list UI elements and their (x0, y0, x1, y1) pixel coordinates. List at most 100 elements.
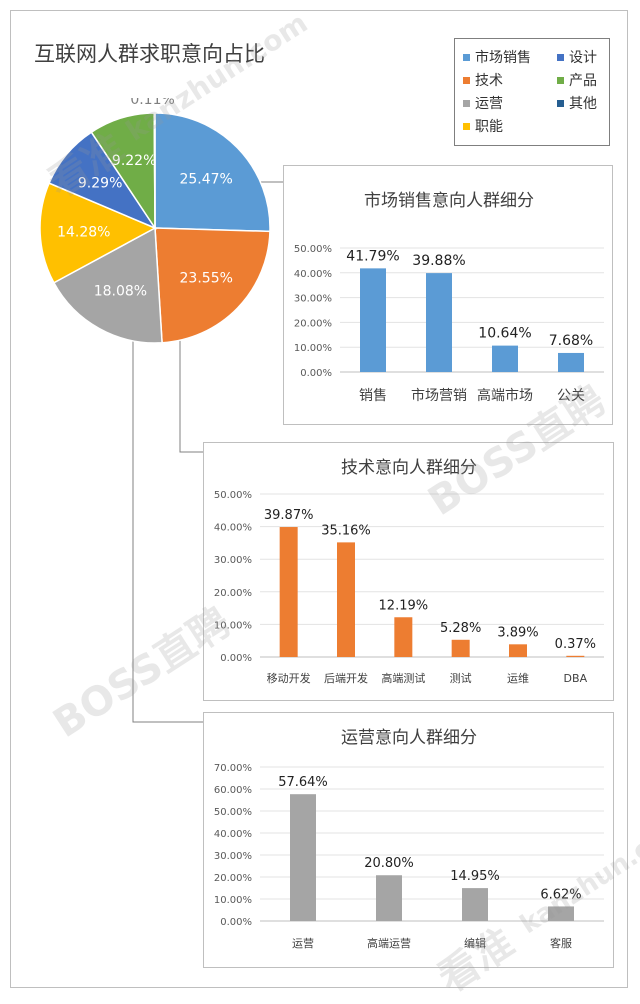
pie-slice-7 (153, 112, 156, 229)
legend-swatch-2 (463, 76, 470, 84)
legend-swatch-3 (463, 99, 470, 107)
category-label-3: 编辑 (464, 936, 486, 950)
bar-4 (451, 639, 470, 657)
legend-item-4: 职能 (463, 116, 503, 136)
y-tick-label-4: 40.00% (294, 269, 332, 280)
pie-slice-1 (154, 112, 271, 233)
category-label-1: 销售 (359, 388, 387, 404)
y-tick-label-1: 10.00% (214, 895, 252, 906)
y-tick-label-5: 50.00% (214, 490, 252, 501)
market-sales-panel: 市场销售意向人群细分 0.00% 10.00% 20.00% 30.00% 40.00% 5… (283, 165, 613, 425)
pie-label-4: 14.28% (57, 224, 110, 240)
pie-slice-3 (52, 226, 163, 344)
ops-panel: 运营意向人群细分 0.00% 10.00% 20.00% 30.00% 40.00% 50.… (203, 712, 614, 968)
bar-6 (566, 655, 585, 657)
data-label-1: 57.64% (278, 775, 328, 790)
legend-label-3: 运营 (475, 96, 503, 112)
y-tick-label-1: 10.00% (214, 620, 252, 631)
y-tick-label-2: 20.00% (294, 318, 332, 329)
y-tick-label-4: 40.00% (214, 829, 252, 840)
infographic-frame (10, 10, 628, 988)
chart-title: 市场销售意向人群细分 (364, 191, 534, 211)
category-label-2: 市场营销 (411, 387, 467, 404)
bar-3 (394, 617, 413, 657)
category-label-1: 移动开发 (267, 671, 311, 685)
category-label-4: 测试 (450, 672, 472, 685)
y-tick-label-0: 0.00% (220, 917, 252, 928)
legend-swatch-6 (557, 76, 564, 84)
data-label-2: 20.80% (364, 856, 414, 871)
y-tick-label-0: 0.00% (300, 368, 332, 379)
tech-panel: 技术意向人群细分 0.00% 10.00% 20.00% 30.00% 40.00% 50.… (203, 442, 614, 701)
connector-ops (132, 340, 203, 723)
data-label-1: 41.79% (346, 248, 399, 264)
pie-label-2: 23.55% (180, 271, 233, 287)
legend-item-1: 市场销售 (463, 47, 531, 67)
legend-item-2: 技术 (463, 70, 503, 90)
bar-3 (462, 888, 488, 921)
category-label-3: 高端测试 (381, 671, 425, 685)
data-label-2: 35.16% (321, 523, 371, 538)
category-label-4: 客服 (550, 936, 572, 950)
data-label-4: 5.28% (440, 621, 481, 636)
y-tick-label-5: 50.00% (294, 244, 332, 255)
legend-item-7: 其他 (557, 93, 597, 113)
legend-item-5: 设计 (557, 47, 597, 67)
bar-1 (360, 268, 386, 372)
pie-label-1: 25.47% (179, 171, 232, 187)
bar-3 (492, 345, 518, 372)
data-label-6: 0.37% (555, 637, 596, 652)
pie-label-3: 18.08% (94, 283, 147, 299)
legend-item-3: 运营 (463, 93, 503, 113)
legend-swatch-5 (557, 53, 564, 61)
y-tick-label-5: 50.00% (214, 807, 252, 818)
y-tick-label-2: 20.00% (214, 873, 252, 884)
pie-chart: 25.47% 23.55% 18.08% 14.28% 9.29% 9.22% 0.11% (39, 98, 271, 344)
data-label-3: 10.64% (478, 326, 531, 342)
legend-label-4: 职能 (475, 119, 503, 135)
connector-tech (179, 330, 203, 453)
bar-1 (279, 527, 298, 657)
data-label-3: 12.19% (379, 598, 429, 613)
ops-bar-chart: 运营意向人群细分 0.00% 10.00% 20.00% 30.00% 40.00% 50.… (214, 728, 604, 950)
y-tick-label-0: 0.00% (220, 653, 252, 664)
y-tick-label-7: 70.00% (214, 763, 252, 774)
legend-label-2: 技术 (475, 73, 503, 89)
legend-item-6: 产品 (557, 70, 597, 90)
category-label-2: 高端运营 (367, 936, 411, 950)
data-label-2: 39.88% (412, 253, 465, 269)
pie-slice-4 (39, 182, 157, 284)
bar-2 (376, 875, 402, 921)
pie-label-7: 0.11% (130, 98, 174, 108)
y-tick-label-3: 30.00% (214, 555, 252, 566)
pie-label-6: 9.22% (112, 153, 156, 169)
bar-5 (509, 644, 527, 657)
y-tick-label-6: 60.00% (214, 785, 252, 796)
data-label-5: 3.89% (497, 625, 538, 640)
pie-legend: 市场销售 设计技术 产品运营 其他职能 (454, 38, 610, 146)
legend-swatch-1 (463, 53, 470, 61)
y-tick-label-4: 40.00% (214, 523, 252, 534)
data-label-4: 6.62% (540, 887, 581, 902)
pie-slice-2 (154, 227, 271, 344)
category-label-4: 公关 (557, 388, 585, 404)
chart-title: 技术意向人群细分 (341, 458, 477, 478)
category-label-6: DBA (564, 672, 588, 685)
legend-label-6: 产品 (569, 73, 597, 89)
bar-2 (337, 542, 355, 657)
main-title: 互联网人群求职意向占比 (34, 42, 265, 66)
chart-title: 运营意向人群细分 (341, 728, 477, 748)
tech-bar-chart: 技术意向人群细分 0.00% 10.00% 20.00% 30.00% 40.00% 50.… (214, 458, 604, 685)
pie-label-5: 9.29% (78, 175, 122, 191)
data-label-3: 14.95% (450, 869, 500, 884)
category-label-3: 高端市场 (477, 387, 533, 404)
bar-4 (548, 906, 574, 921)
legend-label-5: 设计 (569, 50, 597, 66)
legend-label-7: 其他 (569, 96, 597, 112)
category-label-1: 运营 (292, 936, 314, 950)
category-label-2: 后端开发 (324, 671, 368, 685)
category-label-5: 运维 (507, 672, 529, 685)
bar-4 (558, 352, 584, 372)
legend-label-1: 市场销售 (475, 50, 531, 66)
data-label-4: 7.68% (549, 333, 593, 349)
